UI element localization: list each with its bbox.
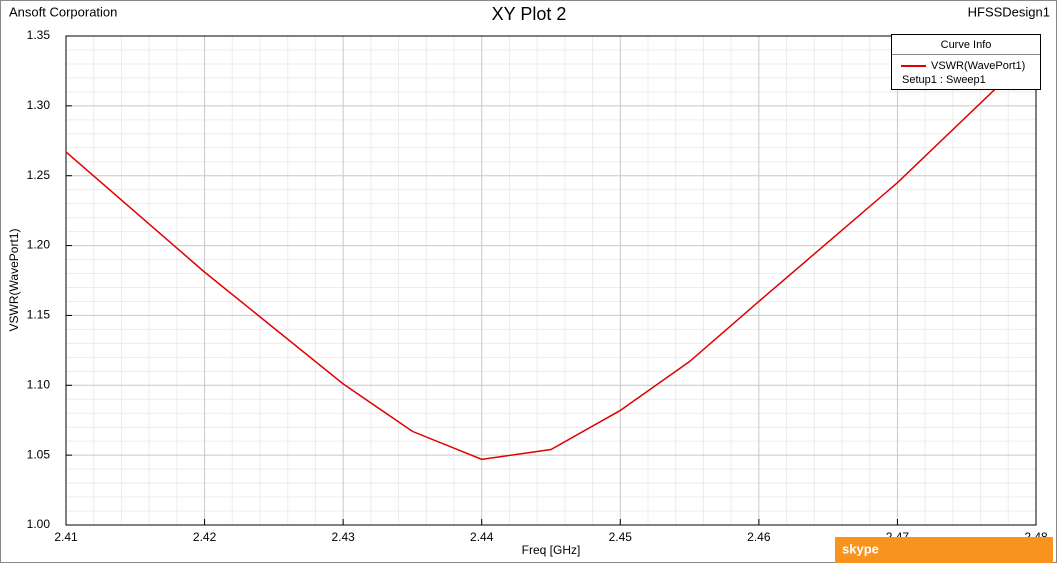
grid: 2.412.422.432.442.452.462.472.481.001.05…	[27, 28, 1048, 544]
y-tick-label: 1.15	[27, 308, 51, 322]
legend-box	[891, 34, 1041, 90]
legend: Curve Info VSWR(WavePort1) Setup1 : Swee…	[891, 34, 1041, 90]
y-tick-label: 1.10	[27, 377, 51, 391]
y-tick-label: 1.25	[27, 168, 51, 182]
legend-title: Curve Info	[941, 39, 992, 51]
chart-title: XY Plot 2	[492, 4, 567, 24]
legend-subtitle: Setup1 : Sweep1	[902, 74, 986, 86]
y-tick-label: 1.35	[27, 28, 51, 42]
design-name: HFSSDesign1	[968, 4, 1050, 19]
legend-entry: VSWR(WavePort1)	[931, 60, 1025, 72]
x-tick-label: 2.43	[331, 530, 355, 544]
y-axis-label: VSWR(WavePort1)	[7, 229, 21, 332]
x-axis-label: Freq [GHz]	[522, 543, 581, 557]
skype-button[interactable]: skype	[835, 537, 1053, 563]
y-tick-label: 1.30	[27, 98, 51, 112]
skype-label[interactable]: skype	[842, 541, 879, 556]
y-tick-label: 1.05	[27, 447, 51, 461]
x-tick-label: 2.45	[609, 530, 633, 544]
x-tick-label: 2.46	[747, 530, 771, 544]
y-tick-label: 1.20	[27, 238, 51, 252]
x-tick-label: 2.41	[54, 530, 78, 544]
plot-area	[65, 35, 1037, 526]
company: Ansoft Corporation	[9, 4, 117, 19]
x-tick-label: 2.44	[470, 530, 494, 544]
x-tick-label: 2.42	[193, 530, 217, 544]
series-line	[65, 49, 1037, 461]
skype-bg	[835, 537, 1053, 563]
plot	[65, 49, 1037, 461]
y-tick-label: 1.00	[27, 517, 51, 531]
